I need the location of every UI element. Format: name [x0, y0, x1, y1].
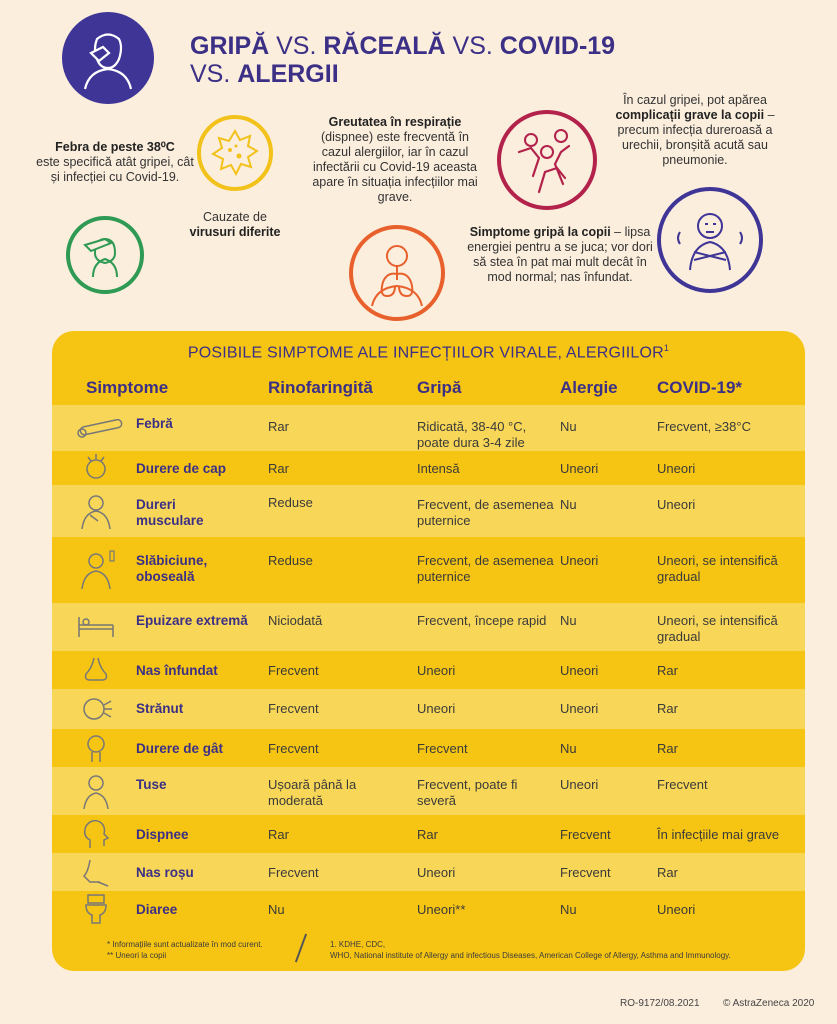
table-row: Durere de gât Frecvent Frecvent Nu Rar: [52, 729, 805, 767]
breathing-icon: [76, 818, 116, 850]
nose-icon: [76, 654, 116, 686]
thermometer-icon: [74, 411, 130, 443]
lungs-icon: [349, 225, 445, 321]
table-row: Nas înfundat Frecvent Uneori Uneori Rar: [52, 651, 805, 689]
table-row: Durere de cap Rar Intensă Uneori Uneori: [52, 451, 805, 485]
header-alergie: Alergie: [560, 378, 618, 397]
footnotes-references: 1. KDHE, CDC, WHO, National institute of…: [330, 940, 731, 960]
kids-symptoms-callout: Simptome gripă la copii – lipsa energiei…: [467, 225, 653, 284]
sore-throat-icon: [76, 732, 116, 764]
bed-icon: [76, 611, 116, 643]
sick-person-icon: [62, 12, 154, 104]
page-title: GRIPĂ VS. RĂCEALĂ VS. COVID-19 VS. ALERG…: [190, 32, 616, 88]
complications-callout: În cazul gripei, pot apărea complicații …: [615, 93, 775, 167]
footnotes-left: * Informațiile sunt actualizate în mod c…: [107, 940, 263, 960]
table-row: Strănut Frecvent Uneori Uneori Rar: [52, 689, 805, 729]
fever-head-icon: [66, 216, 144, 294]
table-row: Nas roșu Frecvent Uneori Frecvent Rar: [52, 853, 805, 891]
virus-callout: Cauzate de virusuri diferite: [189, 210, 281, 239]
copyright: © AstraZeneca 2020: [723, 998, 815, 1009]
cough-icon: [76, 773, 116, 809]
sneeze-icon: [76, 693, 116, 725]
red-nose-icon: [76, 856, 116, 888]
table-row: Slăbiciune, oboseală Reduse Frecvent, de…: [52, 537, 805, 603]
document-code: RO-9172/08.2021: [620, 998, 700, 1009]
table-row: Tuse Ușoară până la moderată Frecvent, p…: [52, 767, 805, 815]
header-gripa: Gripă: [417, 378, 462, 397]
shivering-child-icon: [657, 187, 763, 293]
symptoms-table-panel: POSIBILE SIMPTOME ALE INFECȚIILOR VIRALE…: [52, 331, 805, 971]
table-title: POSIBILE SIMPTOME ALE INFECȚIILOR VIRALE…: [187, 343, 670, 362]
fever-callout: Febra de peste 38⁰C este specifică atât g…: [36, 140, 194, 184]
toilet-icon: [76, 893, 116, 925]
headache-icon: [76, 453, 116, 485]
table-row: Dureri musculare Reduse Frecvent, de ase…: [52, 485, 805, 537]
table-row: Epuizare extremă Niciodată Frecvent, înc…: [52, 603, 805, 651]
virus-icon: [197, 115, 273, 191]
fatigue-icon: [76, 549, 116, 589]
table-row: Febră Rar Ridicată, 38-40 °C, poate dura…: [52, 405, 805, 451]
breathing-callout: Greutatea în respirație (dispnee) este fr…: [312, 115, 478, 204]
children-playing-icon: [497, 110, 597, 210]
footnote-divider: [294, 933, 308, 963]
muscle-pain-icon: [76, 493, 116, 529]
table-row: Dispnee Rar Rar Frecvent În infecțiile m…: [52, 815, 805, 853]
header-rinofaringita: Rinofaringită: [268, 378, 373, 397]
header-simptome: Simptome: [86, 378, 169, 397]
header-covid: COVID-19*: [657, 378, 743, 397]
table-row: Diaree Nu Uneori** Nu Uneori: [52, 891, 805, 927]
